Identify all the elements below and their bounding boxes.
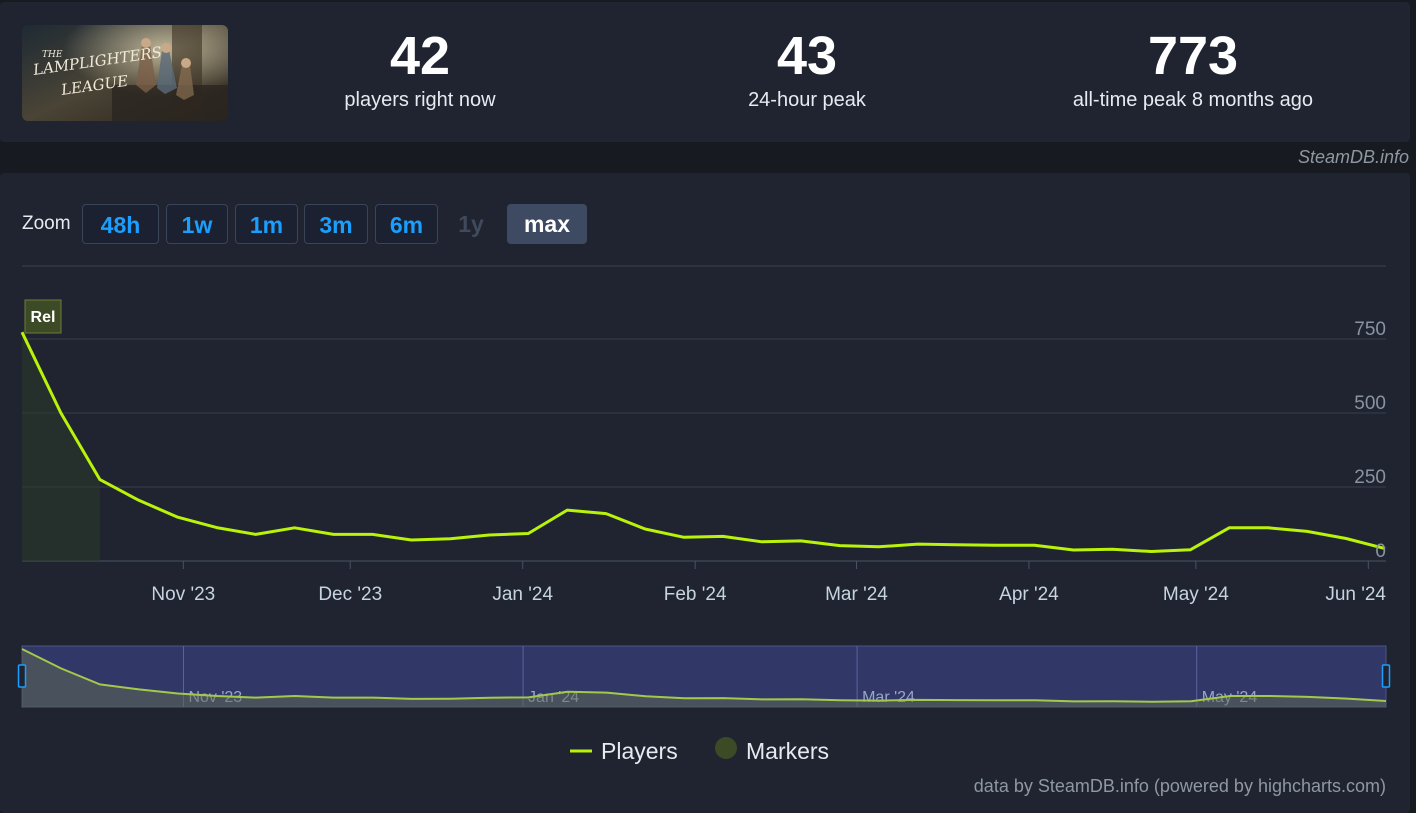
players-now-value: 42 xyxy=(389,26,451,86)
zoom-max-button[interactable]: max xyxy=(507,204,587,244)
marker-flag[interactable] xyxy=(24,299,62,334)
players-area xyxy=(22,332,100,561)
credits-link[interactable]: data by SteamDB.info (powered by highcha… xyxy=(973,776,1386,796)
release-marker[interactable]: Rel xyxy=(24,299,62,334)
x-tick-label: Nov '23 xyxy=(151,584,215,605)
game-art: THE LAMPLIGHTERS LEAGUE xyxy=(22,25,228,121)
legend-players-label: Players xyxy=(601,738,678,764)
zoom-3m-button[interactable]: 3m xyxy=(304,204,368,244)
y-tick-label: 250 xyxy=(1354,467,1386,488)
zoom-48h-button[interactable]: 48h xyxy=(82,204,159,244)
x-tick-label: May '24 xyxy=(1163,584,1229,605)
zoom-1y-button: 1y xyxy=(458,211,484,237)
legend: Players Markers xyxy=(570,737,829,764)
zoom-1w-button[interactable]: 1w xyxy=(166,204,228,244)
x-tick-label: Apr '24 xyxy=(999,584,1059,605)
y-tick-label: 750 xyxy=(1354,319,1386,340)
stat-players-now: 42 players right now xyxy=(270,24,570,112)
x-tick-label: Jan '24 xyxy=(492,584,553,605)
release-area xyxy=(22,332,100,561)
navigator-handle-right[interactable] xyxy=(1381,664,1391,688)
steamdb-brand[interactable]: SteamDB.info xyxy=(1297,147,1409,167)
x-tick-label: Dec '23 xyxy=(318,584,382,605)
zoom-label: Zoom xyxy=(22,213,71,234)
all-time-peak-value: 773 xyxy=(1147,26,1239,86)
navigator-area xyxy=(22,649,1386,707)
players-line[interactable] xyxy=(20,331,1386,553)
zoom-1m-button[interactable]: 1m xyxy=(235,204,298,244)
x-tick-label: Feb '24 xyxy=(664,584,727,605)
chart-panel: 750 500 250 0 Nov '23 Dec '23 Jan '24 Feb '24 Ma… xyxy=(0,173,1410,813)
marker-label: Rel xyxy=(31,309,56,326)
x-tick-label: Jun '24 xyxy=(1325,584,1386,605)
legend-item-players[interactable]: Players xyxy=(570,738,678,764)
axis-ticks: 750 500 250 0 Nov '23 Dec '23 Jan '24 Feb '24 Ma… xyxy=(151,319,1386,605)
legend-markers-swatch xyxy=(715,737,737,759)
game-header-image[interactable]: THE LAMPLIGHTERS LEAGUE xyxy=(22,25,228,121)
zoom-6m-button[interactable]: 6m xyxy=(375,204,438,244)
y-tick-label: 500 xyxy=(1354,393,1386,414)
peak-24h-value: 43 xyxy=(776,26,838,86)
logo-text-1: THE xyxy=(42,50,63,60)
legend-markers-label: Markers xyxy=(746,738,829,764)
stats-panel: THE LAMPLIGHTERS LEAGUE 42 players right… xyxy=(0,2,1410,142)
legend-item-markers[interactable]: Markers xyxy=(715,737,829,764)
players-now-label: players right now xyxy=(344,89,496,111)
stat-all-time-peak: 773 all-time peak 8 months ago xyxy=(1043,24,1343,112)
grid-lines xyxy=(22,265,1386,562)
peak-24h-label: 24-hour peak xyxy=(748,89,866,111)
x-tick-label: Mar '24 xyxy=(825,584,888,605)
navigator-handle-left[interactable] xyxy=(17,664,27,688)
players-series xyxy=(20,331,1386,553)
chart-canvas: 750 500 250 0 Nov '23 Dec '23 Jan '24 Feb '24 Ma… xyxy=(17,265,1391,764)
stat-24h-peak: 43 24-hour peak xyxy=(657,24,957,112)
y-tick-label: 0 xyxy=(1375,541,1386,562)
navigator-series-line xyxy=(21,648,1387,703)
all-time-peak-label: all-time peak 8 months ago xyxy=(1072,89,1314,111)
